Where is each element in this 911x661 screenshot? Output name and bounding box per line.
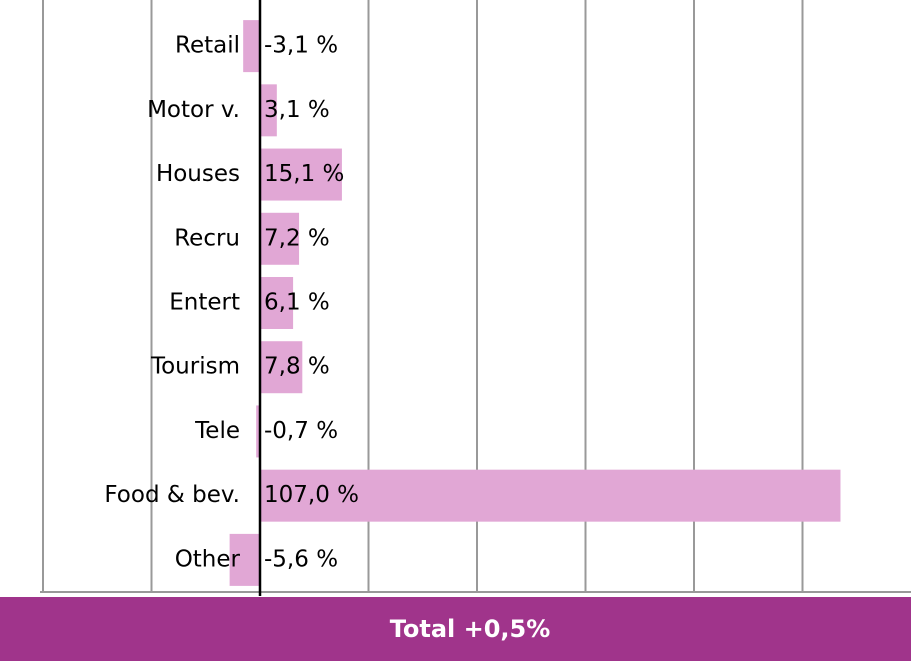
bar: [260, 148, 342, 201]
bar: [256, 405, 260, 458]
value-label: 6,1 %: [264, 290, 330, 316]
category-label: Entert: [169, 290, 240, 316]
category-label: Recru: [174, 225, 240, 251]
bar: [260, 341, 303, 394]
category-label: Retail: [175, 33, 240, 59]
total-banner: [0, 597, 911, 661]
bar: [229, 533, 260, 586]
value-label: 7,2 %: [264, 225, 330, 251]
category-label: Food & bev.: [104, 482, 240, 508]
value-label: 15,1 %: [264, 161, 344, 187]
category-label: Tele: [194, 418, 240, 444]
bar: [243, 20, 260, 73]
category-label: Other: [175, 546, 241, 572]
bar: [260, 277, 294, 329]
category-label: Houses: [156, 161, 240, 187]
value-label: -5,6 %: [264, 546, 338, 572]
category-label: Motor v.: [147, 97, 240, 123]
value-label: 7,8 %: [264, 354, 330, 380]
bar: [260, 212, 300, 265]
value-label: 3,1 %: [264, 97, 330, 123]
value-label: 107,0 %: [264, 482, 359, 508]
category-label: Tourism: [150, 354, 240, 380]
bar: [260, 469, 841, 522]
value-label: -3,1 %: [264, 33, 338, 59]
value-label: -0,7 %: [264, 418, 338, 444]
total-label: Total +0,5%: [390, 615, 551, 643]
bar: [260, 84, 277, 137]
